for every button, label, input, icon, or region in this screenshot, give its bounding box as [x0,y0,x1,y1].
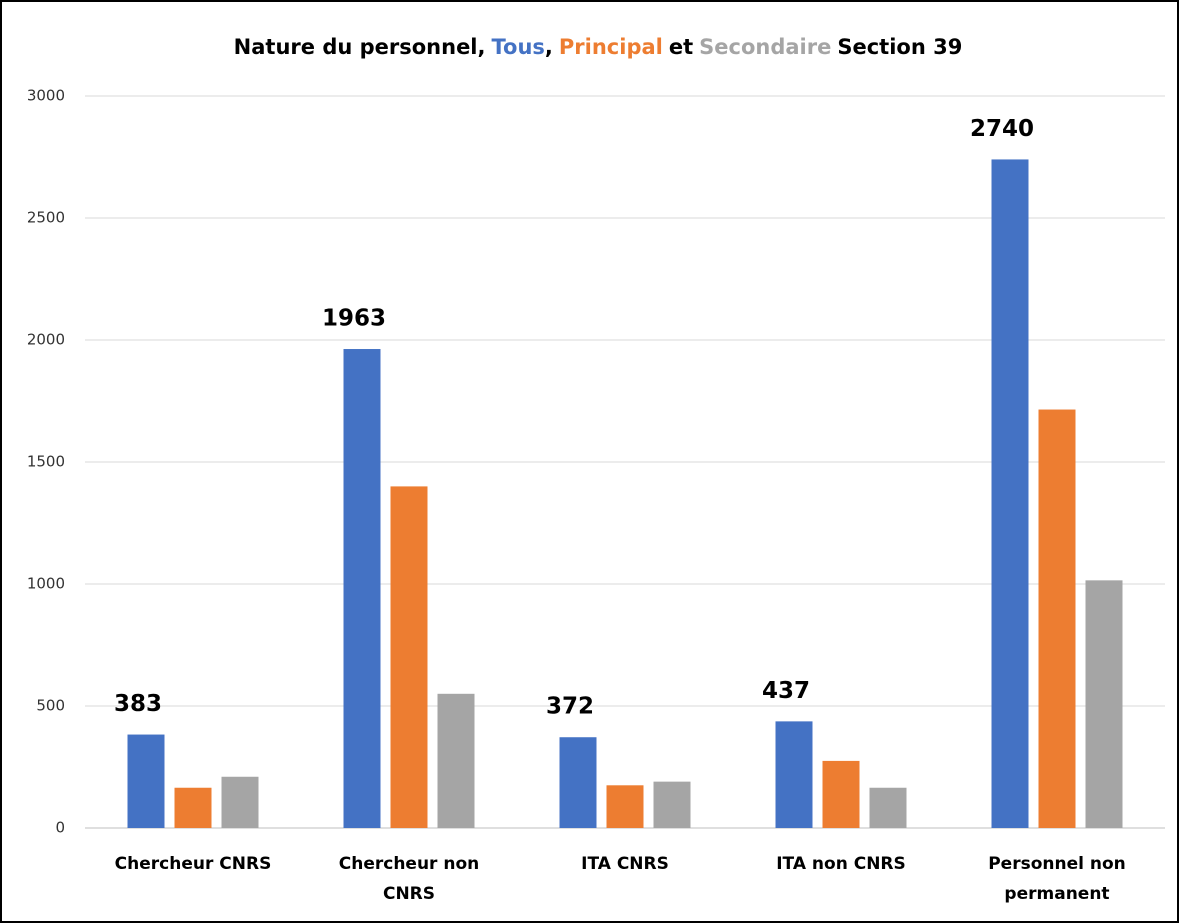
title-part: Nature du personnel, [234,35,486,59]
bar [437,693,475,828]
y-tick-label: 2000 [27,331,65,349]
title-series: Tous [492,35,545,59]
data-label: 437 [762,678,810,704]
bar [991,159,1029,828]
bar [221,776,259,828]
data-label: 2740 [970,116,1034,142]
bar [127,734,165,828]
bar [653,781,691,828]
title-part: Section 39 [837,35,962,59]
title-part: et [669,35,693,59]
data-label: 372 [546,694,594,720]
data-label: 383 [114,691,162,717]
bar [869,787,907,828]
bar [1085,580,1123,828]
title-series: Principal [559,35,663,59]
y-tick-label: 1000 [27,575,65,593]
chart-title: Nature du personnel, Tous, Principal et Seco… [234,35,963,59]
y-tick-label: 500 [36,697,65,715]
y-tick-label: 3000 [27,87,65,105]
bar [559,737,597,828]
x-tick-label: Personnel non permanent [988,854,1126,904]
x-tick-label: Chercheur CNRS [115,854,272,874]
bar [822,760,860,828]
y-tick-label: 2500 [27,209,65,227]
x-tick-label: ITA CNRS [581,854,669,874]
y-tick-label: 0 [55,819,65,837]
y-tick-label: 1500 [27,453,65,471]
bar [343,349,381,828]
bar [390,486,428,828]
data-label: 1963 [322,306,386,332]
title-series: Secondaire [699,35,831,59]
bar [606,785,644,828]
bar [174,787,212,828]
x-tick-label: ITA non CNRS [776,854,906,874]
x-tick-label: Chercheur non CNRS [339,854,480,904]
title-part: , [545,35,553,59]
bar [1038,409,1076,828]
bar [775,721,813,828]
